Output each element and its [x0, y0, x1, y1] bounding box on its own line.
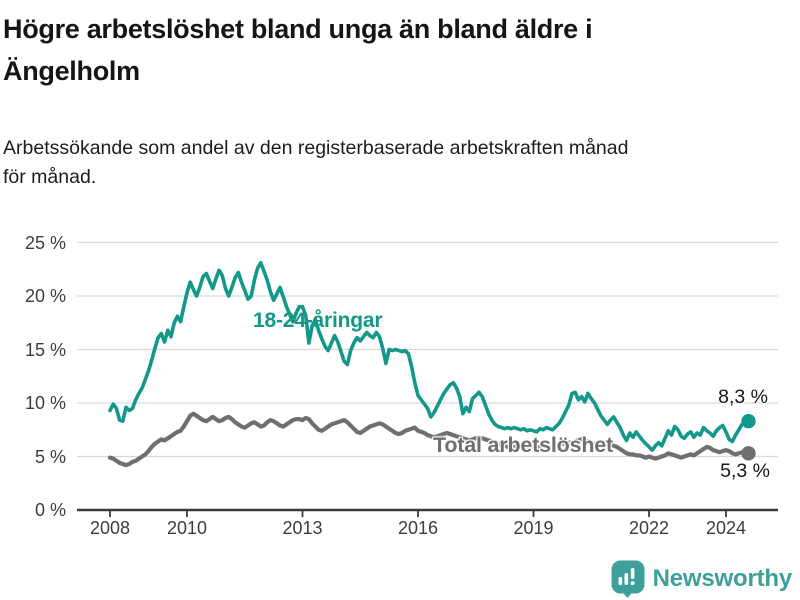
y-tick-label: 10 % [24, 393, 66, 413]
y-tick-label: 0 % [34, 500, 66, 520]
x-tick-label: 2010 [166, 518, 208, 538]
x-tick-label: 2022 [628, 518, 670, 538]
end-value-young: 8,3 % [718, 386, 768, 408]
y-tick-label: 25 % [24, 232, 66, 253]
page-title: Högre arbetslöshet bland unga än bland ä… [3, 8, 795, 92]
series-label-total: Total arbetslöshet [433, 433, 613, 457]
newsworthy-logo[interactable]: Newsworthy [611, 560, 792, 598]
x-tick-label: 2008 [89, 518, 131, 538]
y-tick-label: 20 % [24, 286, 66, 306]
x-tick-label: 2016 [397, 518, 439, 538]
y-tick-label: 15 % [24, 339, 66, 360]
y-tick-label: 5 % [34, 446, 66, 467]
newsworthy-wordmark: Newsworthy [652, 565, 793, 592]
subtitle-line2: för månad. [3, 166, 97, 188]
end-value-total: 5,3 % [720, 460, 770, 482]
end-dot-young [741, 414, 756, 429]
x-tick-label: 2013 [282, 518, 323, 538]
title-line2: Ängelholm [3, 56, 140, 86]
x-tick-label: 2019 [513, 518, 554, 538]
series-line-young [108, 260, 751, 452]
series-line-total [107, 411, 751, 468]
title-line1: Högre arbetslöshet bland unga än bland ä… [3, 14, 593, 44]
series-label-young: 18-24-åringar [253, 309, 383, 332]
subtitle-line1: Arbetssökande som andel av den registerb… [3, 137, 629, 159]
page-subtitle: Arbetssökande som andel av den registerb… [3, 134, 795, 192]
end-dot-total [741, 446, 756, 461]
x-tick-label: 2024 [705, 518, 747, 538]
newsworthy-icon [611, 560, 645, 598]
